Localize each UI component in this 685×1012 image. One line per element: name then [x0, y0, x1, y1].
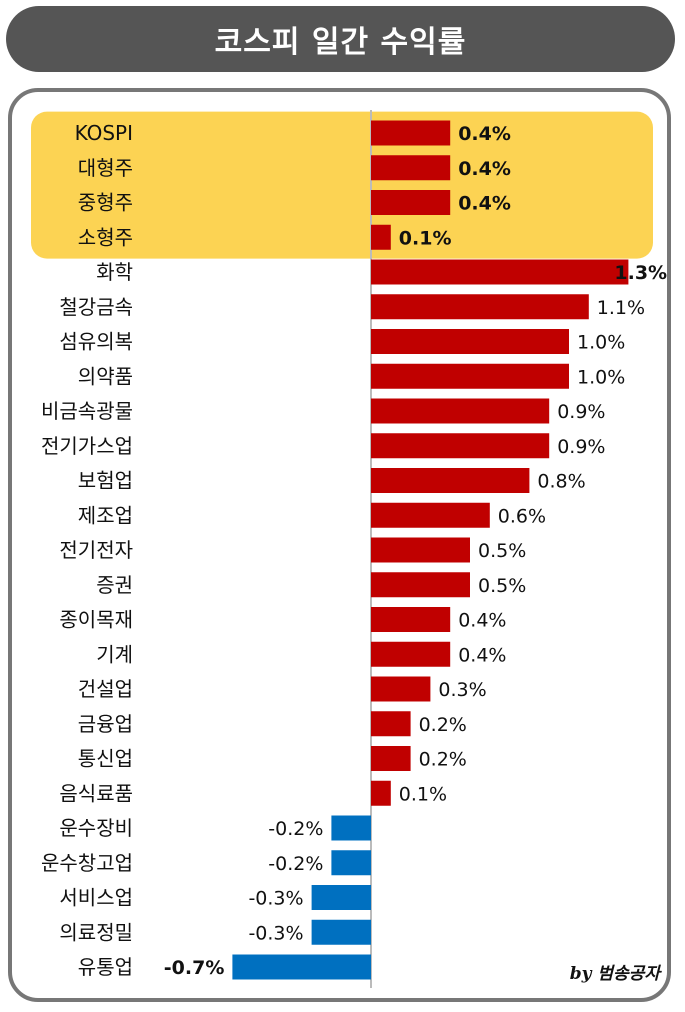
category-label: 의료정밀	[59, 920, 133, 944]
bar	[371, 607, 451, 632]
bar	[311, 885, 371, 910]
data-label: 0.2%	[419, 749, 467, 771]
highlight-band	[31, 111, 653, 259]
category-label: 소형주	[78, 225, 133, 249]
bar	[371, 120, 451, 146]
bar	[371, 190, 451, 215]
category-label: 금융업	[78, 712, 133, 736]
bar	[371, 329, 569, 354]
byline: by 범송공자	[570, 964, 663, 984]
category-label: 통신업	[78, 747, 133, 771]
data-label: 0.3%	[438, 679, 486, 701]
bar	[371, 711, 411, 737]
chart-title: 코스피 일간 수익률	[214, 25, 467, 60]
bar	[371, 363, 569, 389]
bar	[371, 155, 451, 181]
bar	[371, 641, 451, 667]
data-label: 0.4%	[458, 193, 511, 215]
category-label: 운수장비	[59, 816, 133, 840]
category-label: 음식료품	[59, 781, 133, 805]
category-label: 섬유의복	[59, 330, 133, 354]
bar	[371, 259, 629, 285]
category-label: 제조업	[78, 503, 133, 527]
bar	[371, 224, 391, 250]
data-label: 0.6%	[498, 505, 546, 527]
data-label: -0.3%	[248, 922, 303, 944]
bar	[371, 572, 470, 598]
data-label: 1.0%	[577, 332, 625, 354]
bar	[371, 746, 411, 771]
category-label: 의약품	[78, 364, 133, 388]
category-label: 건설업	[78, 677, 133, 701]
category-label: 증권	[96, 573, 133, 597]
data-label: 0.1%	[399, 783, 447, 805]
data-label: 0.9%	[557, 436, 605, 458]
title-bar: 코스피 일간 수익률	[6, 6, 675, 72]
category-label: 전기가스업	[41, 434, 133, 458]
data-label: 1.3%	[614, 262, 667, 284]
category-label: 철강금속	[59, 295, 133, 319]
data-label: 0.1%	[399, 227, 452, 249]
category-label: 화학	[96, 260, 133, 284]
data-label: 1.0%	[577, 366, 625, 388]
data-label: 0.4%	[458, 610, 506, 632]
data-label: -0.7%	[164, 957, 225, 979]
data-label: 0.2%	[419, 714, 467, 736]
bar	[371, 537, 470, 563]
category-label: KOSPI	[75, 121, 133, 145]
data-label: 0.9%	[557, 401, 605, 423]
data-label: -0.2%	[268, 853, 323, 875]
bar	[371, 398, 550, 424]
bar	[371, 502, 490, 528]
category-label: 보험업	[78, 469, 133, 493]
data-label: 0.4%	[458, 644, 506, 666]
data-label: 0.8%	[537, 471, 585, 493]
category-label: 서비스업	[59, 886, 133, 910]
category-label: 비금속광물	[41, 399, 133, 423]
data-label: 0.4%	[458, 123, 511, 145]
data-label: 0.4%	[458, 158, 511, 180]
category-label: 운수창고업	[41, 851, 133, 875]
bar	[371, 468, 530, 493]
category-label: 전기전자	[59, 538, 133, 562]
bar	[371, 433, 550, 459]
bar	[371, 780, 391, 806]
category-label: 중형주	[78, 191, 133, 215]
data-label: 0.5%	[478, 540, 526, 562]
bar	[331, 815, 371, 841]
category-label: 종이목재	[59, 608, 133, 632]
category-label: 대형주	[78, 156, 133, 180]
bar	[371, 294, 589, 320]
data-label: 0.5%	[478, 575, 526, 597]
bar	[331, 850, 371, 876]
bar	[232, 954, 371, 980]
bar	[311, 919, 371, 945]
data-label: -0.3%	[248, 888, 303, 910]
data-label: -0.2%	[268, 818, 323, 840]
data-label: 1.1%	[597, 297, 645, 319]
category-label: 기계	[96, 642, 133, 666]
bar	[371, 676, 431, 702]
category-label: 유통업	[78, 955, 133, 979]
